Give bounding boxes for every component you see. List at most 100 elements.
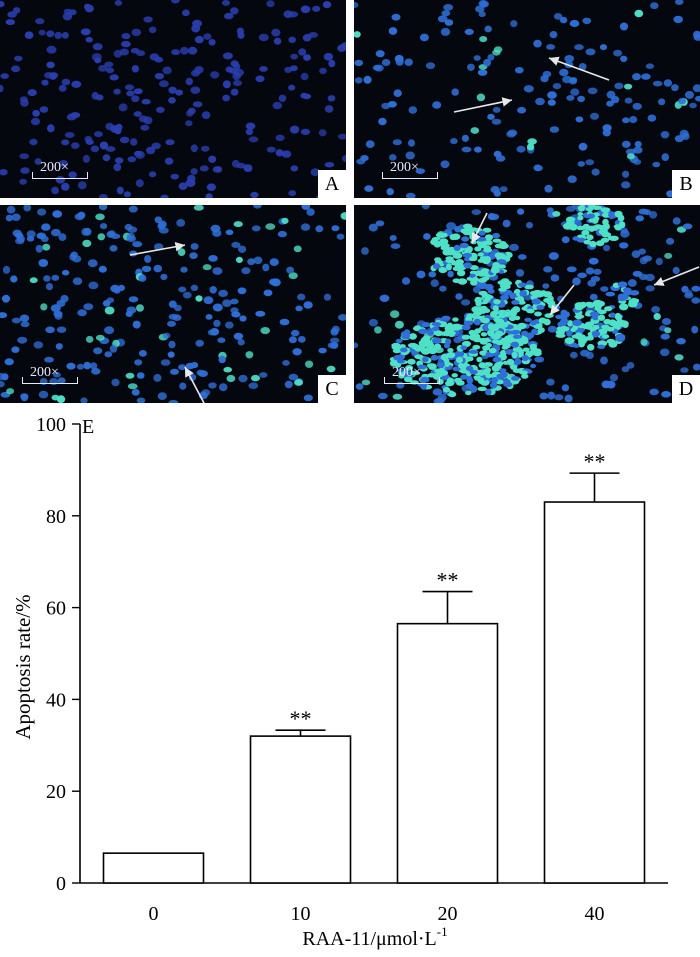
cell-nucleus [61,32,69,39]
cell-nucleus [559,68,569,77]
cell-nucleus [443,4,454,11]
apoptotic-nucleus [6,388,15,395]
cell-nucleus [585,351,594,359]
cell-nucleus [167,320,176,327]
apoptotic-nucleus [487,329,495,337]
cell-nucleus [514,358,522,365]
cell-nucleus [310,168,320,177]
cell-nucleus [569,77,577,85]
cell-nucleus [191,24,201,33]
cell-nucleus [83,227,92,236]
apoptotic-nucleus [499,322,509,328]
apoptotic-nucleus [492,238,502,243]
apoptotic-nucleus [495,340,504,346]
apoptotic-nucleus [431,322,442,327]
apoptotic-nucleus [420,347,431,355]
cell-nucleus [450,138,458,145]
apoptotic-nucleus [418,341,427,348]
cell-nucleus [681,132,690,140]
apoptotic-nucleus [529,343,537,349]
cell-nucleus [548,252,559,260]
cell-nucleus [194,66,204,74]
cell-nucleus [5,19,15,26]
apoptotic-nucleus [42,243,51,251]
cell-nucleus [491,118,502,125]
apoptotic-nucleus [452,366,461,372]
cell-nucleus [170,368,179,375]
apoptotic-nucleus [511,300,520,305]
cell-nucleus [190,168,198,175]
cell-nucleus [405,192,416,198]
cell-nucleus [330,328,339,336]
apoptotic-nucleus [354,31,361,38]
cell-nucleus [451,88,459,96]
apoptotic-nucleus [95,334,105,341]
cell-nucleus [85,36,93,43]
cell-nucleus [172,314,182,321]
panel-letter-b: B [672,170,700,198]
cell-nucleus [419,33,429,42]
cell-nucleus [19,178,27,185]
magnification-label-d: 200× [392,365,421,380]
apoptotic-nucleus [485,388,492,396]
cell-nucleus [585,48,596,56]
cell-nucleus [17,336,28,344]
apoptotic-nucleus [452,317,459,322]
apoptotic-nucleus [512,346,523,353]
apoptotic-nucleus [501,345,509,350]
cell-nucleus [533,39,542,48]
cell-nucleus [572,277,581,286]
cell-nucleus [363,75,372,84]
scale-bar-c [22,377,78,384]
cell-nucleus [319,67,327,75]
cell-nucleus [479,0,489,8]
apoptotic-nucleus [462,252,472,258]
apoptotic-nucleus [526,308,535,314]
apoptotic-nucleus [340,212,346,220]
cell-nucleus [478,11,486,18]
cell-nucleus [446,222,457,231]
cell-nucleus [336,233,345,240]
cell-nucleus [561,384,570,392]
cell-nucleus [160,273,168,281]
apoptotic-nucleus [496,361,504,367]
cell-nucleus [37,208,47,216]
cell-nucleus [354,1,359,9]
cell-nucleus [57,377,66,384]
cell-nucleus [318,347,327,354]
cell-nucleus [689,102,697,109]
apoptotic-nucleus [407,358,416,365]
cell-nucleus [104,61,114,68]
panel-letter-a: A [318,170,346,198]
apoptotic-nucleus [461,334,471,340]
cell-nucleus [663,79,673,87]
cell-nucleus [146,146,156,155]
cell-nucleus [108,230,116,237]
apoptotic-nucleus [97,233,106,241]
cell-nucleus [590,112,599,120]
apoptotic-nucleus [455,356,464,364]
apoptotic-nucleus [597,314,606,321]
cell-nucleus [415,168,426,175]
cell-nucleus [118,103,128,112]
cell-nucleus [635,215,644,222]
cell-nucleus [222,299,232,307]
cell-nucleus [190,86,201,94]
cell-nucleus [26,230,36,238]
cell-nucleus [76,363,85,370]
cell-nucleus [11,317,21,324]
apoptotic-nucleus [404,376,413,383]
apoptotic-nucleus [465,383,474,389]
apoptotic-nucleus [564,337,575,345]
apoptotic-nucleus [468,329,476,336]
cell-nucleus [178,364,187,371]
cell-nucleus [621,140,631,148]
cell-nucleus [577,161,585,167]
cell-nucleus [88,281,99,290]
cell-nucleus [20,167,30,174]
cell-nucleus [290,53,299,60]
cell-nucleus [601,380,611,389]
cell-nucleus [444,19,454,26]
cell-nucleus [168,340,176,349]
apoptotic-nucleus [455,350,465,358]
